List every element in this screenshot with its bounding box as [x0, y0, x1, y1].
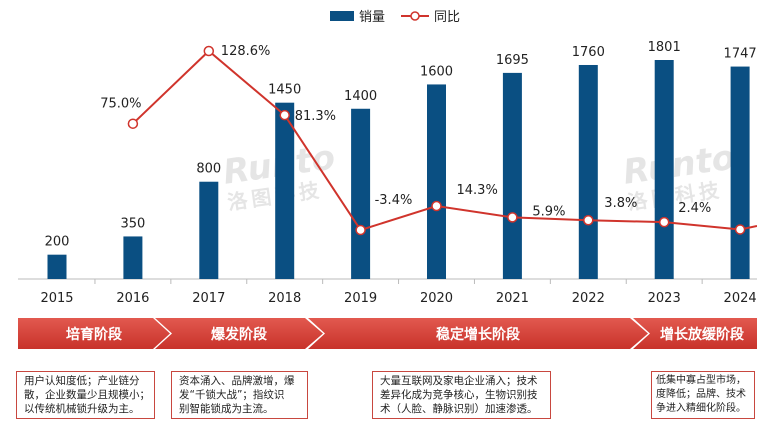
x-tick-label: 2017	[192, 291, 225, 306]
yoy-label: 81.3%	[295, 109, 336, 124]
bar-label: 1747	[724, 47, 757, 62]
x-tick-label: 2023	[648, 291, 681, 306]
bar	[47, 254, 67, 279]
bar-label: 1450	[268, 83, 301, 98]
legend-sales: 销量	[330, 6, 385, 25]
bar	[654, 60, 674, 279]
yoy-point	[431, 200, 442, 212]
bar-label: 200	[45, 235, 70, 250]
yoy-label: 75.0%	[100, 97, 141, 112]
bar-label: 1600	[420, 64, 453, 79]
bar-label: 1695	[496, 53, 529, 68]
bar-swatch	[330, 10, 354, 21]
bar	[199, 181, 219, 279]
stage-3: 稳定增长阶段	[308, 318, 648, 349]
stage-1: 培育阶段	[18, 318, 170, 349]
stage-3-desc: 大量互联网及家电企业涌入；技术 差异化成为竞争核心，生物识别技 术（人脸、静脉识别）…	[372, 371, 551, 419]
legend-yoy: 同比	[401, 6, 460, 25]
x-tick-label: 2019	[344, 291, 377, 306]
bar-label: 1400	[344, 89, 377, 104]
yoy-line	[132, 49, 757, 232]
bar-label: 1801	[648, 40, 681, 55]
x-tick-label: 2024	[724, 291, 757, 306]
x-tick-label: 2016	[116, 291, 149, 306]
bar-label: 1760	[572, 45, 605, 60]
bar	[123, 236, 143, 279]
yoy-point	[658, 216, 670, 228]
bar	[730, 66, 750, 280]
stage-4: 增长放缓阶段	[633, 318, 757, 349]
yoy-point	[355, 224, 366, 236]
yoy-label: 5.9%	[532, 204, 565, 219]
line-swatch	[401, 10, 430, 21]
yoy-point	[279, 109, 290, 121]
yoy-label: -3.4%	[375, 193, 413, 208]
bar	[351, 108, 371, 279]
stage-4-desc: 低集中寡占型市场， 度降低；品牌、技术 争进入精细化阶段。	[651, 371, 755, 419]
yoy-point	[734, 224, 746, 235]
stage-2: 爆发阶段	[155, 318, 323, 349]
bar	[502, 72, 522, 280]
bar-label: 350	[120, 216, 145, 231]
x-tick-label: 2020	[420, 291, 453, 306]
x-tick-label: 2021	[496, 291, 529, 306]
bar	[275, 102, 295, 279]
chart: 2015 2016 2017 2018 2019 2020 2021 2022 2023 2024…	[18, 40, 757, 306]
yoy-label: 14.3%	[457, 183, 498, 198]
stage-2-desc: 资本涌入、品牌激增，爆 发“千锁大战”；指纹识 别智能锁成为主流。	[171, 371, 308, 419]
x-tick-label: 2015	[40, 291, 73, 306]
yoy-label: 2.4%	[678, 201, 711, 216]
legend: 销量 同比	[330, 6, 460, 25]
bar-label: 800	[196, 162, 221, 177]
stage-banner: 培育阶段 爆发阶段 稳定增长阶段 增长放缓阶段	[18, 318, 757, 349]
x-tick-label: 2022	[572, 291, 605, 306]
bar	[578, 64, 598, 279]
yoy-point	[583, 214, 594, 226]
x-tick-label: 2018	[268, 291, 301, 306]
yoy-point	[203, 45, 215, 57]
yoy-point	[127, 118, 139, 129]
yoy-label: 128.6%	[221, 44, 271, 59]
yoy-label: 3.8%	[604, 196, 637, 211]
stage-1-desc: 用户认知度低；产业链分 散，企业数量少且规模小； 以传统机械锁升级为主。	[16, 371, 155, 419]
bar	[427, 84, 446, 279]
yoy-point	[507, 212, 518, 223]
